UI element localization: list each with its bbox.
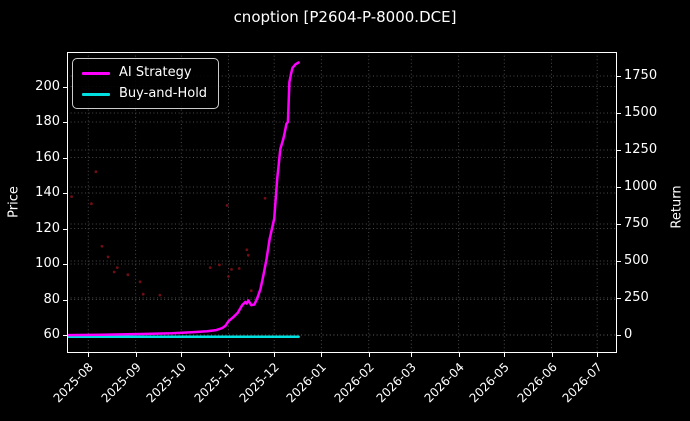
price-dot (138, 280, 142, 284)
y-tick-label-left: 80 (43, 291, 60, 307)
ai-strategy-line (67, 61, 300, 337)
price-dot (208, 266, 212, 269)
y-tick-label-right: 250 (624, 289, 649, 305)
price-dot (218, 263, 221, 267)
x-tick-mark (88, 353, 90, 357)
y-tick-mark-left (63, 264, 67, 265)
price-dot (225, 204, 229, 207)
legend-label: Buy-and-Hold (119, 86, 208, 101)
y-tick-label-right: 1500 (624, 105, 658, 120)
price-dot (249, 289, 253, 293)
y-tick-mark-right (617, 261, 621, 262)
x-tick-mark (321, 353, 323, 357)
y-tick-label-right: 1250 (624, 142, 658, 157)
x-tick-mark (504, 353, 506, 357)
price-dot (263, 196, 267, 200)
y-tick-label-right: 0 (624, 326, 633, 342)
y-tick-mark-right (617, 187, 621, 188)
y-tick-label-left: 160 (35, 149, 60, 165)
y-tick-label-left: 200 (35, 78, 60, 94)
chart-title: cnoption [P2604-P-8000.DCE] (233, 8, 457, 26)
y-tick-mark-right (617, 150, 621, 151)
price-dot (90, 202, 93, 206)
y-tick-mark-left (63, 157, 67, 159)
price-dot (245, 248, 249, 252)
price-dot (100, 244, 104, 248)
y-tick-mark-right (617, 297, 621, 299)
legend-item: AI Strategy (82, 65, 207, 81)
legend: AI Strategy Buy-and-Hold (72, 58, 220, 109)
price-dot (115, 266, 119, 269)
price-dot (106, 255, 110, 259)
price-dot (126, 273, 130, 277)
y-tick-mark-left (63, 86, 67, 88)
price-dot (230, 268, 233, 271)
legend-item: Buy-and-Hold (82, 86, 207, 102)
legend-line-swatch (82, 92, 110, 96)
y-tick-mark-left (63, 228, 67, 230)
x-tick-mark (274, 353, 276, 357)
x-tick-mark (411, 353, 413, 357)
y-tick-label-left: 140 (35, 185, 60, 200)
y-tick-label-left: 180 (35, 114, 60, 129)
y-axis-label-return: Return (669, 185, 685, 229)
price-dot (70, 195, 73, 199)
x-tick-mark (458, 353, 460, 357)
legend-label: AI Strategy (119, 65, 192, 80)
x-tick-mark (181, 353, 183, 357)
x-tick-mark (135, 353, 137, 357)
y-tick-mark-left (63, 122, 67, 123)
legend-line-swatch (82, 71, 110, 75)
plot-area (67, 52, 617, 353)
y-tick-label-right: 750 (624, 216, 649, 231)
x-tick-mark (228, 353, 230, 357)
y-tick-label-right: 500 (624, 253, 649, 268)
price-dot (246, 253, 250, 257)
y-tick-label-right: 1750 (624, 68, 658, 83)
price-dot (112, 270, 116, 274)
y-tick-label-left: 100 (35, 256, 60, 271)
y-tick-label-left: 120 (35, 220, 60, 236)
price-dot (141, 292, 145, 296)
price-dot (227, 275, 230, 278)
y-tick-mark-left (63, 299, 67, 301)
y-tick-mark-right (617, 113, 621, 114)
y-tick-mark-left (63, 335, 67, 337)
x-tick-mark (368, 353, 370, 357)
price-dot (94, 170, 98, 174)
y-tick-mark-right (617, 76, 621, 77)
plot-frame (67, 52, 617, 353)
price-dot (158, 293, 162, 297)
x-tick-mark (597, 353, 599, 357)
y-tick-mark-right (617, 334, 621, 336)
y-tick-mark-left (63, 193, 67, 194)
x-tick-mark (551, 353, 553, 357)
y-tick-label-right: 1000 (624, 179, 658, 194)
y-tick-mark-right (617, 224, 621, 225)
price-dot (237, 267, 241, 270)
plot-canvas (67, 52, 617, 353)
y-tick-label-left: 60 (43, 327, 60, 343)
